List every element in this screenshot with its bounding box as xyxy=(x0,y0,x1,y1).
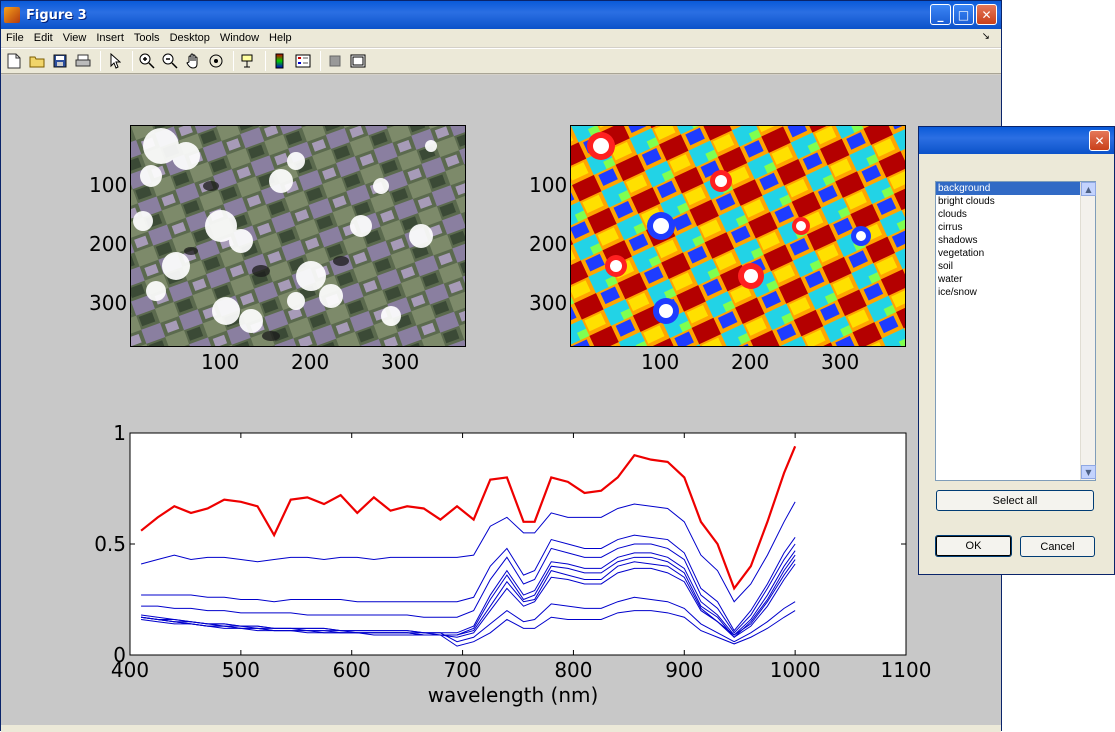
colorbar-icon[interactable] xyxy=(270,51,290,71)
img2-ytick: 200 xyxy=(529,232,568,256)
y-tick-label: 1 xyxy=(113,421,126,445)
x-tick-label: 1100 xyxy=(881,658,932,682)
list-item[interactable]: background xyxy=(936,182,1080,195)
x-tick-label: 700 xyxy=(443,658,481,682)
save-icon[interactable] xyxy=(50,51,70,71)
menu-desktop[interactable]: Desktop xyxy=(169,32,210,44)
dock-arrow-icon[interactable]: ↘ xyxy=(981,31,990,42)
img1-xtick: 200 xyxy=(291,350,330,374)
menu-window[interactable]: Window xyxy=(219,32,260,44)
dialog-close-button[interactable]: ✕ xyxy=(1089,130,1110,151)
classification-map xyxy=(571,126,905,346)
class-selection-dialog: ✕ background bright clouds clouds cirrus… xyxy=(918,126,1115,575)
menu-insert[interactable]: Insert xyxy=(96,32,124,44)
status-bar xyxy=(1,725,1001,732)
window-title: Figure 3 xyxy=(26,7,87,23)
close-button[interactable]: ✕ xyxy=(976,4,997,25)
img2-ytick: 100 xyxy=(529,173,568,197)
menu-view[interactable]: View xyxy=(62,32,87,44)
satellite-image xyxy=(131,126,465,346)
img1-ytick: 200 xyxy=(89,232,128,256)
window-titlebar[interactable]: Figure 3 _ □ ✕ xyxy=(1,1,1001,29)
rotate-3d-icon[interactable] xyxy=(206,51,226,71)
spectrum-line xyxy=(140,501,796,603)
hide-plot-tools-icon[interactable] xyxy=(325,51,345,71)
pointer-icon[interactable] xyxy=(105,51,125,71)
open-folder-icon[interactable] xyxy=(27,51,47,71)
maximize-button[interactable]: □ xyxy=(953,4,974,25)
satellite-image-plot[interactable] xyxy=(130,125,466,347)
y-tick-label: 0.5 xyxy=(94,532,126,556)
img2-xtick: 300 xyxy=(821,350,860,374)
figure-toolbar xyxy=(1,48,1001,74)
img2-xtick: 100 xyxy=(641,350,680,374)
listbox-scrollbar[interactable]: ▲ ▼ xyxy=(1080,182,1096,480)
minimize-button[interactable]: _ xyxy=(930,4,951,25)
x-tick-label: 1000 xyxy=(770,658,821,682)
new-file-icon[interactable] xyxy=(4,51,24,71)
toolbar-separator xyxy=(132,51,133,71)
menu-file[interactable]: File xyxy=(6,32,24,44)
toolbar-separator xyxy=(320,51,321,71)
spectrum-line xyxy=(141,559,796,636)
img2-ytick: 300 xyxy=(529,291,568,315)
spectrum-line xyxy=(141,610,796,647)
menu-edit[interactable]: Edit xyxy=(33,32,53,44)
highlighted-spectrum-line xyxy=(140,445,797,591)
list-item[interactable]: soil xyxy=(938,261,954,272)
spectrum-line xyxy=(141,563,796,638)
spectrum-line xyxy=(141,534,796,632)
list-item[interactable]: water xyxy=(938,274,963,285)
dialog-titlebar[interactable]: ✕ xyxy=(919,127,1114,154)
data-cursor-icon[interactable] xyxy=(238,51,258,71)
cancel-button[interactable]: Cancel xyxy=(1020,536,1095,557)
menu-tools[interactable]: Tools xyxy=(133,32,160,44)
list-item[interactable]: shadows xyxy=(938,235,978,246)
scroll-down-button[interactable]: ▼ xyxy=(1081,465,1096,479)
figure-window: Figure 3 _ □ ✕ File Edit View Insert Too… xyxy=(0,0,1002,732)
class-listbox[interactable]: background bright clouds clouds cirrus s… xyxy=(935,181,1096,481)
list-item[interactable]: bright clouds xyxy=(938,196,995,207)
img1-ytick: 100 xyxy=(89,173,128,197)
matlab-icon xyxy=(4,7,20,23)
spectrum-line xyxy=(141,543,796,634)
spectrum-line xyxy=(141,596,796,643)
img1-xtick: 300 xyxy=(381,350,420,374)
list-item[interactable]: vegetation xyxy=(938,248,985,259)
img1-xtick: 100 xyxy=(201,350,240,374)
x-tick-label: 900 xyxy=(665,658,703,682)
list-item[interactable]: ice/snow xyxy=(938,287,977,298)
toolbar-separator xyxy=(265,51,266,71)
spectrum-chart[interactable]: 400 500 600 700 800 900 1000 1100 0 0.5 1 wavelengt… xyxy=(1,75,1001,725)
list-item[interactable]: clouds xyxy=(938,209,967,220)
zoom-in-icon[interactable] xyxy=(137,51,157,71)
scroll-up-button[interactable]: ▲ xyxy=(1081,182,1096,196)
list-item[interactable]: cirrus xyxy=(938,222,963,233)
x-tick-label: 400 xyxy=(111,658,149,682)
figure-canvas: 100 200 300 100 200 300 xyxy=(1,75,1001,725)
toolbar-separator xyxy=(233,51,234,71)
ok-button[interactable]: OK xyxy=(935,535,1012,557)
x-axis-label: wavelength (nm) xyxy=(428,683,599,707)
classification-map-plot[interactable] xyxy=(570,125,906,347)
menu-help[interactable]: Help xyxy=(269,32,292,44)
img2-xtick: 200 xyxy=(731,350,770,374)
x-tick-label: 500 xyxy=(222,658,260,682)
toolbar-separator xyxy=(100,51,101,71)
zoom-out-icon[interactable] xyxy=(160,51,180,71)
print-icon[interactable] xyxy=(73,51,93,71)
plot-area xyxy=(129,432,907,656)
x-tick-label: 800 xyxy=(554,658,592,682)
img1-ytick: 300 xyxy=(89,291,128,315)
show-plot-tools-icon[interactable] xyxy=(348,51,368,71)
menubar: File Edit View Insert Tools Desktop Wind… xyxy=(1,29,1001,47)
x-tick-label: 600 xyxy=(333,658,371,682)
legend-icon[interactable] xyxy=(293,51,313,71)
y-tick-label: 0 xyxy=(113,643,126,667)
pan-hand-icon[interactable] xyxy=(183,51,203,71)
select-all-button[interactable]: Select all xyxy=(936,490,1094,511)
